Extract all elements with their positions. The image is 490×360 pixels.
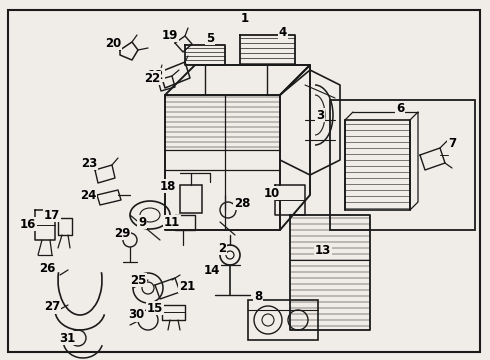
- Text: 15: 15: [147, 302, 163, 315]
- Text: 12: 12: [148, 68, 164, 81]
- Text: 29: 29: [114, 226, 130, 239]
- Text: 17: 17: [44, 208, 60, 221]
- Text: 5: 5: [206, 32, 214, 45]
- Text: 26: 26: [39, 261, 55, 274]
- Bar: [180, 185, 202, 213]
- Text: 8: 8: [254, 289, 262, 302]
- Text: 13: 13: [315, 243, 331, 257]
- Text: 6: 6: [396, 102, 404, 114]
- Bar: [330, 100, 475, 230]
- Text: 21: 21: [179, 279, 195, 292]
- Text: 18: 18: [160, 180, 176, 193]
- Text: 20: 20: [105, 36, 121, 50]
- Text: 10: 10: [264, 186, 280, 199]
- Text: 4: 4: [279, 26, 287, 39]
- Bar: [345, 120, 410, 210]
- Bar: [248, 300, 318, 340]
- Text: 7: 7: [448, 136, 456, 149]
- Text: 28: 28: [234, 197, 250, 210]
- Text: 25: 25: [130, 274, 146, 287]
- Text: 23: 23: [81, 157, 97, 170]
- Text: 1: 1: [240, 10, 250, 26]
- Text: 27: 27: [44, 301, 60, 314]
- Text: 31: 31: [59, 332, 75, 345]
- Text: 2: 2: [218, 242, 226, 255]
- Text: 1: 1: [241, 12, 249, 24]
- Text: 9: 9: [138, 216, 146, 229]
- Text: 11: 11: [164, 216, 180, 229]
- Text: 16: 16: [20, 217, 36, 230]
- Text: 19: 19: [162, 28, 178, 41]
- Text: 22: 22: [144, 72, 160, 85]
- Text: 24: 24: [80, 189, 96, 202]
- Text: 3: 3: [316, 108, 324, 122]
- Text: 14: 14: [204, 264, 220, 276]
- Text: 30: 30: [128, 309, 144, 321]
